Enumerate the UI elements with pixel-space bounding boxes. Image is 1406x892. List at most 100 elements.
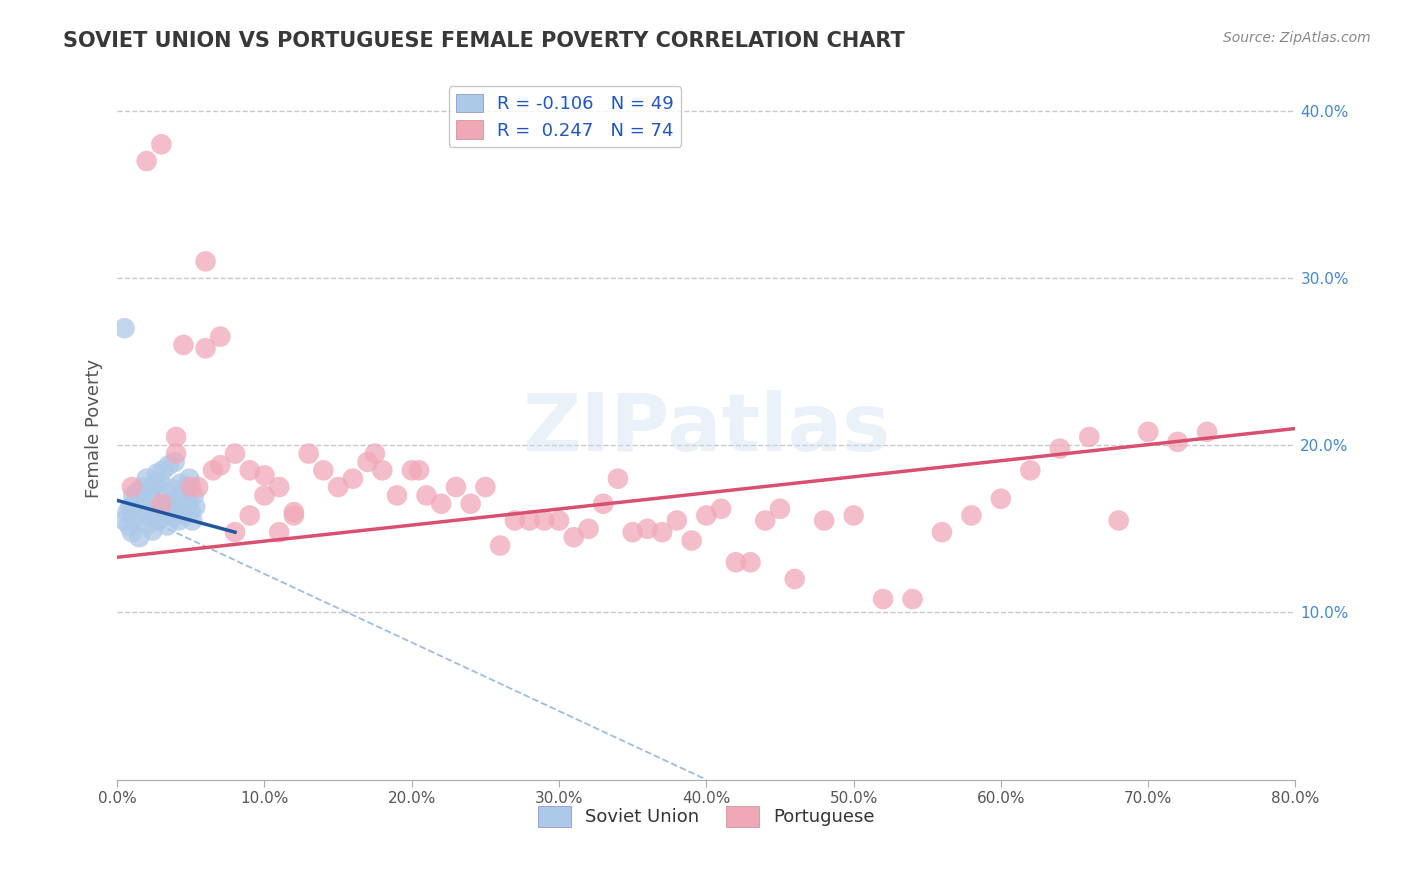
Point <box>415 488 437 502</box>
Point <box>162 510 184 524</box>
Point <box>224 525 246 540</box>
Point <box>114 513 136 527</box>
Point <box>990 491 1012 506</box>
Point <box>122 488 145 502</box>
Point <box>176 480 198 494</box>
Point <box>312 463 335 477</box>
Point <box>129 491 152 506</box>
Point <box>695 508 717 523</box>
Point <box>153 507 176 521</box>
Point <box>180 480 202 494</box>
Point <box>519 513 541 527</box>
Point <box>209 458 232 473</box>
Point <box>177 497 200 511</box>
Point <box>118 518 141 533</box>
Point <box>150 497 173 511</box>
Point <box>283 508 305 523</box>
Point <box>131 480 153 494</box>
Point <box>139 483 162 498</box>
Point <box>239 463 262 477</box>
Point <box>180 505 202 519</box>
Point <box>194 254 217 268</box>
Point <box>1078 430 1101 444</box>
Point <box>172 488 194 502</box>
Point <box>607 472 630 486</box>
Point <box>651 525 673 540</box>
Point <box>769 501 792 516</box>
Point <box>356 455 378 469</box>
Point <box>592 497 614 511</box>
Point <box>813 513 835 527</box>
Point <box>179 472 201 486</box>
Point <box>121 480 143 494</box>
Point <box>1108 513 1130 527</box>
Point <box>201 463 224 477</box>
Point <box>121 525 143 540</box>
Point <box>149 475 172 489</box>
Point <box>578 522 600 536</box>
Point <box>754 513 776 527</box>
Point <box>298 447 321 461</box>
Point <box>621 525 644 540</box>
Point <box>167 513 190 527</box>
Point <box>371 463 394 477</box>
Point <box>253 488 276 502</box>
Point <box>117 505 139 519</box>
Point <box>364 447 387 461</box>
Point <box>1019 463 1042 477</box>
Point <box>146 467 169 481</box>
Point <box>194 341 217 355</box>
Point <box>1167 434 1189 449</box>
Point <box>239 508 262 523</box>
Point <box>460 497 482 511</box>
Point <box>155 487 177 501</box>
Point <box>401 463 423 477</box>
Point <box>430 497 453 511</box>
Point <box>385 488 408 502</box>
Point <box>174 508 197 523</box>
Point <box>150 499 173 513</box>
Point <box>160 482 183 496</box>
Point <box>842 508 865 523</box>
Point <box>283 505 305 519</box>
Point <box>128 530 150 544</box>
Point <box>156 518 179 533</box>
Point <box>125 510 148 524</box>
Point <box>120 500 142 515</box>
Point <box>114 321 136 335</box>
Point <box>169 476 191 491</box>
Point <box>165 430 187 444</box>
Point <box>165 500 187 515</box>
Point <box>503 513 526 527</box>
Text: Source: ZipAtlas.com: Source: ZipAtlas.com <box>1223 31 1371 45</box>
Point <box>145 503 167 517</box>
Point <box>533 513 555 527</box>
Point <box>872 592 894 607</box>
Point <box>170 501 193 516</box>
Point <box>269 525 291 540</box>
Point <box>141 524 163 538</box>
Point <box>444 480 467 494</box>
Point <box>269 480 291 494</box>
Text: ZIPatlas: ZIPatlas <box>522 390 890 467</box>
Point <box>132 501 155 516</box>
Point <box>783 572 806 586</box>
Point <box>901 592 924 607</box>
Point <box>134 508 156 523</box>
Point <box>183 488 205 502</box>
Point <box>740 555 762 569</box>
Point <box>127 485 149 500</box>
Y-axis label: Female Poverty: Female Poverty <box>86 359 103 498</box>
Point <box>157 458 180 473</box>
Legend: Soviet Union, Portuguese: Soviet Union, Portuguese <box>531 798 882 834</box>
Point <box>562 530 585 544</box>
Point <box>136 516 159 531</box>
Point <box>710 501 733 516</box>
Point <box>172 338 194 352</box>
Point <box>187 480 209 494</box>
Point <box>166 490 188 504</box>
Point <box>1197 425 1219 439</box>
Point <box>135 472 157 486</box>
Point <box>1049 442 1071 456</box>
Point <box>152 463 174 477</box>
